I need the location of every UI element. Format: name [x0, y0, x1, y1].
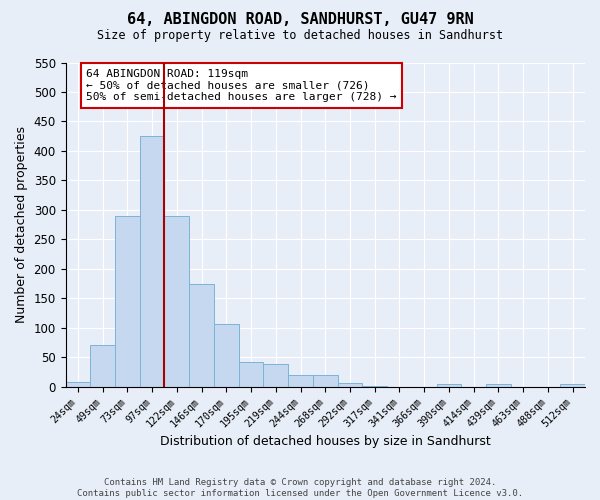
Bar — [263, 364, 288, 386]
Bar — [164, 216, 189, 386]
Bar — [65, 382, 90, 386]
Bar — [560, 384, 585, 386]
Bar — [140, 136, 164, 386]
Bar — [189, 284, 214, 387]
Bar — [115, 216, 140, 386]
Y-axis label: Number of detached properties: Number of detached properties — [15, 126, 28, 323]
Text: 64 ABINGDON ROAD: 119sqm
← 50% of detached houses are smaller (726)
50% of semi-: 64 ABINGDON ROAD: 119sqm ← 50% of detach… — [86, 69, 397, 102]
Bar — [338, 382, 362, 386]
Bar — [214, 324, 239, 386]
Bar — [288, 376, 313, 386]
Bar — [313, 376, 338, 386]
X-axis label: Distribution of detached houses by size in Sandhurst: Distribution of detached houses by size … — [160, 434, 491, 448]
Bar — [90, 346, 115, 387]
Text: 64, ABINGDON ROAD, SANDHURST, GU47 9RN: 64, ABINGDON ROAD, SANDHURST, GU47 9RN — [127, 12, 473, 28]
Text: Contains HM Land Registry data © Crown copyright and database right 2024.
Contai: Contains HM Land Registry data © Crown c… — [77, 478, 523, 498]
Bar — [239, 362, 263, 386]
Bar — [437, 384, 461, 386]
Text: Size of property relative to detached houses in Sandhurst: Size of property relative to detached ho… — [97, 29, 503, 42]
Bar — [486, 384, 511, 386]
